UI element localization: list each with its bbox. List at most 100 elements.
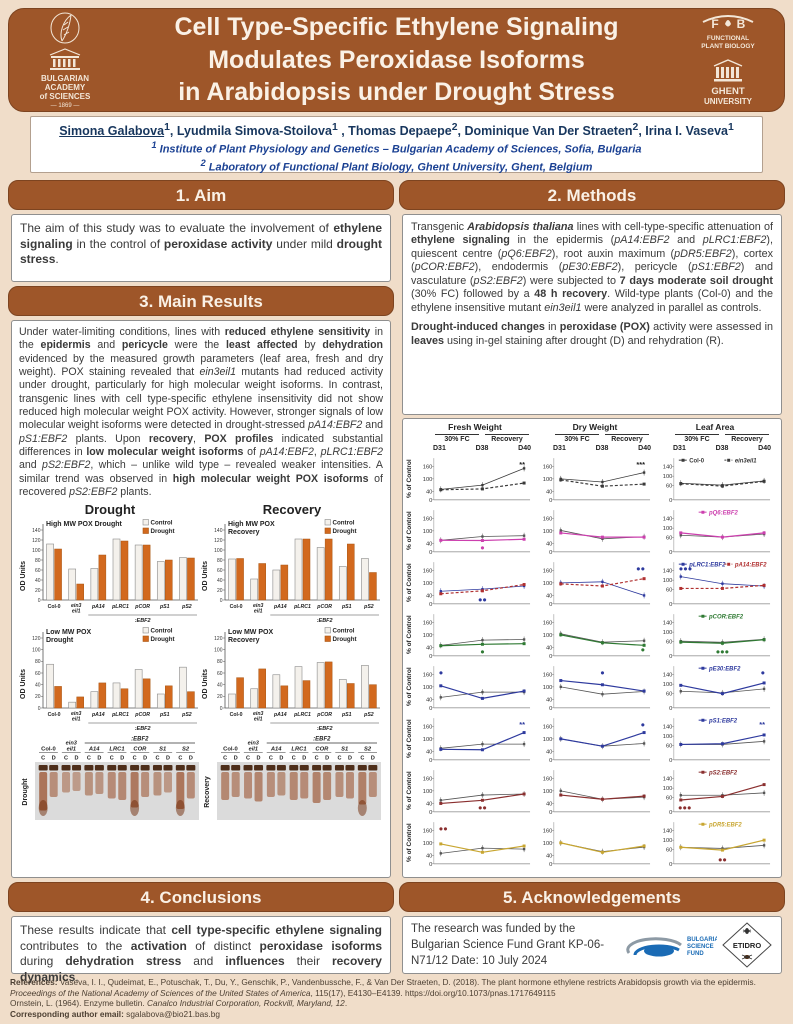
svg-text:pLRC1: pLRC1 — [293, 712, 311, 718]
svg-text:Recovery: Recovery — [228, 529, 260, 536]
svg-text:●: ● — [480, 543, 484, 552]
svg-text:40: 40 — [217, 578, 223, 584]
svg-text:D: D — [325, 756, 329, 762]
svg-text:pLRC1: pLRC1 — [111, 604, 129, 610]
svg-text:Drought: Drought — [46, 637, 74, 644]
svg-text:100: 100 — [663, 682, 673, 688]
svg-text:0: 0 — [429, 498, 432, 504]
title-line-2: Modulates Peroxidase Isoforms — [208, 45, 585, 74]
svg-text:0: 0 — [669, 810, 672, 816]
svg-text:C: C — [110, 756, 114, 762]
svg-text:160: 160 — [423, 516, 433, 522]
line-grid-column-header: Dry Weight 30% FC Recovery D31 D38 D40 — [553, 422, 651, 453]
svg-text:0: 0 — [549, 654, 552, 660]
svg-text:●●●: ●●● — [679, 564, 692, 573]
section-title-results: 3. Main Results — [8, 286, 394, 316]
y-axis-label: % of Control — [405, 459, 413, 499]
svg-text:D: D — [371, 756, 375, 762]
svg-text:ein3: ein3 — [253, 603, 263, 609]
svg-text:40: 40 — [546, 854, 552, 860]
bas-logo-icon: BULGARIAN ACADEMY of SCIENCES — 1869 — — [40, 12, 91, 109]
svg-text:40: 40 — [546, 490, 552, 496]
svg-text:60: 60 — [666, 796, 672, 802]
line-grid-column-header: Fresh Weight 30% FC Recovery D31 D38 D40 — [433, 422, 531, 453]
svg-text:100: 100 — [423, 841, 433, 847]
line-grid-row-pS1: % of Control 160 100 40 0 ** 160 100 40 0 ● 140 100 6… — [405, 713, 779, 765]
svg-text:A14: A14 — [88, 747, 100, 753]
bas-logo: BULGARIAN ACADEMY of SCIENCES — 1869 — — [9, 11, 121, 109]
svg-text::EBF2: :EBF2 — [131, 737, 149, 743]
svg-text:20: 20 — [217, 695, 223, 701]
svg-text:100: 100 — [663, 630, 673, 636]
bar-chart-2: 0 20 40 60 80 100 120 140 OD Units Col-0 ein3eil1 p… — [202, 519, 380, 624]
svg-text:C: C — [246, 756, 250, 762]
svg-text:Low MW POX: Low MW POX — [46, 629, 91, 636]
svg-text:D: D — [52, 756, 56, 762]
svg-text:pCOR: pCOR — [134, 604, 150, 610]
line-grid-column-header: Leaf Area 30% FC Recovery D31 D38 D40 — [673, 422, 771, 453]
svg-text:160: 160 — [423, 724, 433, 730]
svg-text:**: ** — [759, 720, 765, 729]
svg-text:eil1: eil1 — [254, 717, 263, 723]
svg-text:C: C — [269, 756, 273, 762]
corresponding-author: Corresponding author email: sgalabova@bi… — [10, 1008, 220, 1019]
svg-text:40: 40 — [546, 698, 552, 704]
svg-text:160: 160 — [423, 672, 433, 678]
svg-text:S2: S2 — [182, 747, 190, 753]
svg-text:120: 120 — [214, 636, 223, 642]
svg-text::EBF2: :EBF2 — [317, 726, 333, 732]
svg-text:160: 160 — [423, 828, 433, 834]
svg-text:Col-0: Col-0 — [223, 747, 238, 753]
svg-text:pS1: pS1 — [341, 712, 352, 718]
svg-text:●●●: ●●● — [678, 803, 691, 812]
etidro-label: ETIDRO — [733, 941, 762, 950]
svg-text:120: 120 — [214, 538, 223, 544]
section-title-acknowledgements: 5. Acknowledgements — [399, 882, 785, 912]
svg-text:COR: COR — [133, 747, 147, 753]
svg-text:160: 160 — [423, 620, 433, 626]
svg-text:100: 100 — [214, 548, 223, 554]
line-chart-pE30: 140 100 60 0 ● pE30:EBF2 — [663, 666, 771, 712]
svg-text:160: 160 — [543, 672, 553, 678]
svg-text:pA14: pA14 — [273, 604, 287, 610]
svg-text:40: 40 — [426, 490, 432, 496]
y-axis-label: % of Control — [405, 511, 413, 551]
svg-text:UNIVERSITY: UNIVERSITY — [704, 97, 753, 106]
reference-2: Ornstein, L. (1964). Enzyme bulletin. Ca… — [10, 998, 348, 1009]
svg-text:160: 160 — [543, 724, 553, 730]
svg-text:160: 160 — [423, 464, 433, 470]
svg-text:0: 0 — [549, 550, 552, 556]
svg-text:160: 160 — [423, 776, 433, 782]
svg-text:S1: S1 — [341, 747, 348, 753]
line-grid-row-pCOR: % of Control 160 100 40 0 ● 160 100 40 0 ● 140 100 60… — [405, 609, 779, 661]
line-grid-row-pS2: % of Control 160 100 40 0 ●● 160 100 40 0 140 100 60… — [405, 765, 779, 817]
svg-text:140: 140 — [32, 528, 41, 534]
y-axis-label: % of Control — [405, 563, 413, 603]
svg-text:160: 160 — [543, 620, 553, 626]
figure-column-recovery: Recovery 0 20 40 60 80 100 120 140 OD Units Col-0 e… — [201, 502, 383, 824]
line-chart-pLRC1-pA14: 140 100 60 0 ●●●pLRC1:EBF2 pA14:EBF2 — [663, 562, 771, 608]
svg-text:60: 60 — [217, 671, 223, 677]
svg-text:eil1: eil1 — [72, 609, 81, 615]
svg-text:40: 40 — [546, 594, 552, 600]
svg-text:100: 100 — [423, 633, 433, 639]
bar-chart-0: 0 20 40 60 80 100 120 140 OD Units Col-0 ein3eil1 p… — [20, 519, 198, 624]
svg-text:COR: COR — [315, 747, 329, 753]
svg-text:Recovery: Recovery — [228, 637, 260, 644]
line-chart-pDR5: 160 100 40 0 — [543, 822, 651, 868]
svg-text:0: 0 — [429, 810, 432, 816]
svg-text:D: D — [189, 756, 193, 762]
svg-text:pE30:EBF2: pE30:EBF2 — [708, 667, 741, 673]
line-chart-pDR5: 140 100 60 0 ●● pDR5:EBF2 — [663, 822, 771, 868]
line-chart-pQ6: 140 100 60 0 pQ6:EBF2 — [663, 510, 771, 556]
methods-body: Transgenic Arabidopsis thaliana lines wi… — [402, 214, 782, 415]
svg-text:Control: Control — [333, 520, 355, 527]
svg-text:pQ6:EBF2: pQ6:EBF2 — [708, 511, 738, 517]
svg-text:100: 100 — [214, 648, 223, 654]
svg-text:OD Units: OD Units — [20, 669, 27, 699]
svg-text:C: C — [41, 756, 45, 762]
svg-text:C: C — [337, 756, 341, 762]
svg-text:D: D — [279, 756, 283, 762]
svg-text:High MW POX Drought: High MW POX Drought — [46, 521, 122, 528]
svg-text:D: D — [234, 756, 238, 762]
